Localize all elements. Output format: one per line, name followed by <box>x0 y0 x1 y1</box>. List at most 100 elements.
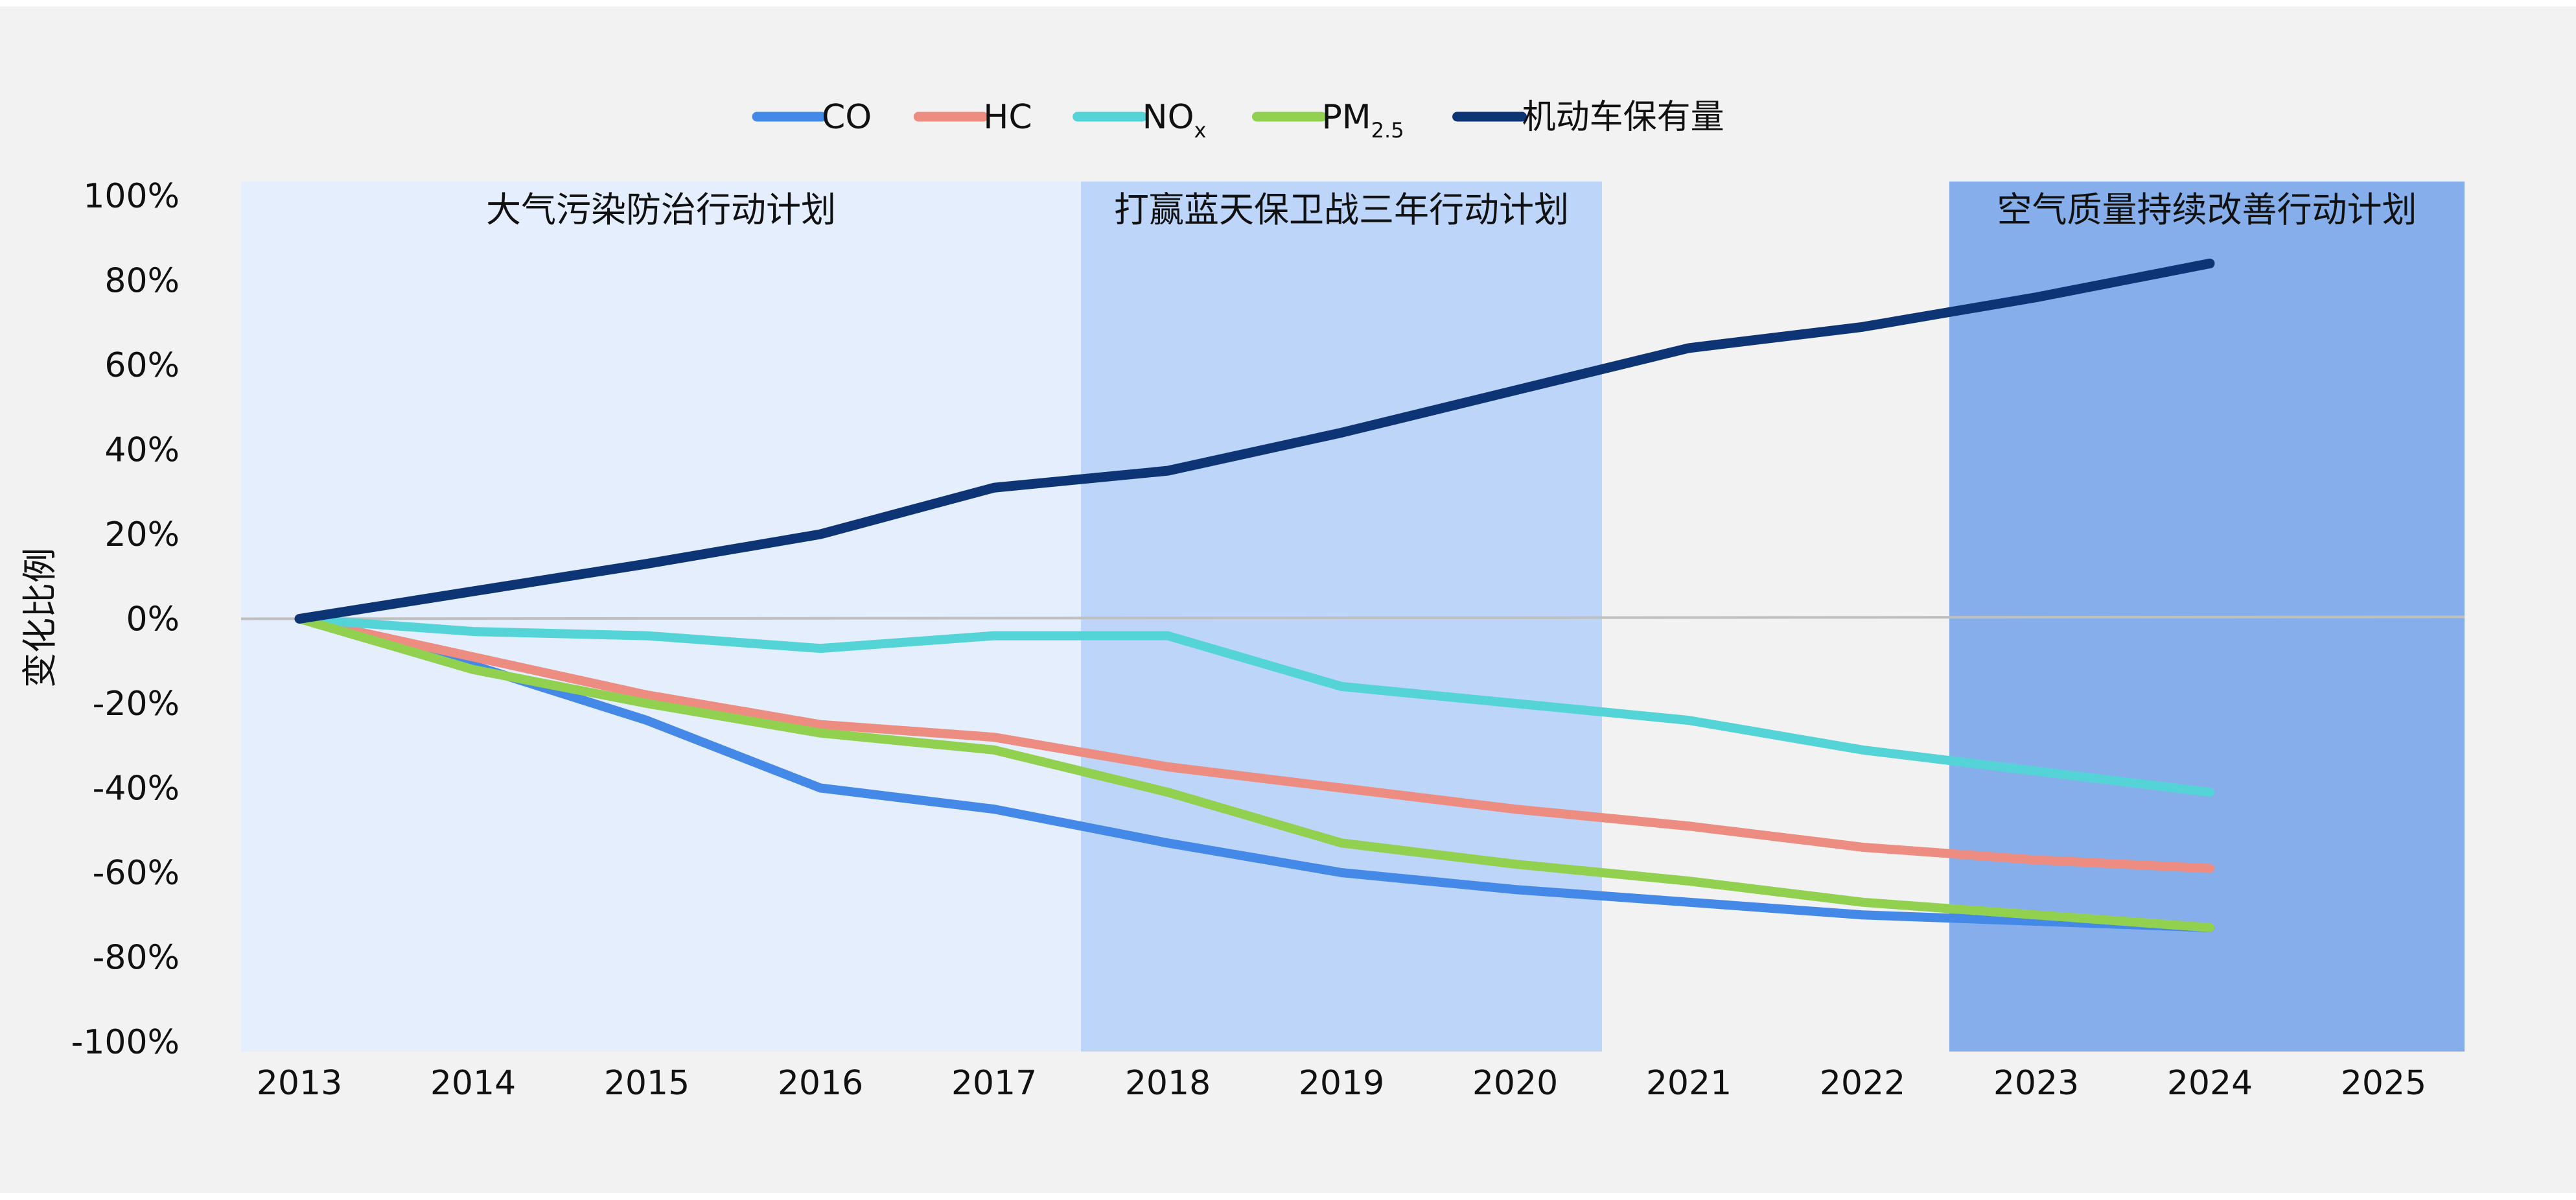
data-point-hc-2016 <box>817 721 824 728</box>
data-point-nox-2021 <box>1686 717 1692 724</box>
data-point-pm25-2018 <box>1165 789 1171 796</box>
data-point-hc-2023 <box>2033 856 2039 864</box>
data-point-nox-2015 <box>644 632 650 639</box>
series-line-hc <box>295 614 2214 873</box>
data-point-co-2021 <box>1686 899 1692 906</box>
legend-item-nox: NOx <box>1073 98 1207 143</box>
series-line-nox <box>295 614 2214 797</box>
data-point-vehicles-2016 <box>817 531 824 537</box>
legend-item-pm25: PM2.5 <box>1251 98 1404 143</box>
data-point-pm25-2016 <box>817 729 824 736</box>
legend-name-co: CO <box>822 98 872 137</box>
legend: CO HC NOx PM2.5 机动车保有量 <box>752 98 1724 143</box>
y-tick-label: -60% <box>93 854 180 893</box>
period-label-3: 空气质量持续改善行动计划 <box>1997 189 2417 230</box>
data-point-co-2023 <box>2033 918 2039 925</box>
series-line-pm25 <box>295 614 2214 932</box>
series-line-vehicles <box>294 258 2215 624</box>
x-tick-label: 2016 <box>778 1064 863 1103</box>
y-tick-label: -20% <box>93 685 180 724</box>
y-tick-label: -100% <box>71 1023 180 1062</box>
data-point-vehicles-2018 <box>1165 467 1171 475</box>
zero-baseline <box>240 615 2465 620</box>
legend-item-co: CO <box>752 98 872 137</box>
data-point-nox-2022 <box>1859 746 1866 753</box>
legend-name-pm25: PM <box>1321 98 1371 137</box>
data-point-vehicles-2024 <box>2207 260 2213 267</box>
data-point-pm25-2017 <box>991 746 997 753</box>
data-point-vehicles-2020 <box>1512 387 1518 394</box>
data-point-pm25-2023 <box>2033 912 2039 919</box>
data-point-nox-2017 <box>991 632 997 639</box>
data-point-co-2015 <box>644 717 650 724</box>
data-point-pm25-2019 <box>1338 840 1345 847</box>
data-point-vehicles-2014 <box>470 588 476 595</box>
data-point-hc-2024 <box>2207 865 2213 872</box>
legend-name-nox: NO <box>1143 98 1194 137</box>
data-point-hc-2018 <box>1165 763 1171 770</box>
legend-label-pm25: PM2.5 <box>1321 98 1404 143</box>
data-point-pm25-2024 <box>2207 924 2213 931</box>
series-line-co <box>295 614 2214 932</box>
data-point-co-2019 <box>1338 869 1345 876</box>
y-tick-label: -40% <box>93 770 180 808</box>
legend-name-vehicles: 机动车保有量 <box>1522 98 1724 137</box>
zero-line-layer <box>240 615 2465 620</box>
data-point-pm25-2014 <box>470 666 476 673</box>
legend-item-vehicles: 机动车保有量 <box>1452 98 1724 137</box>
legend-item-hc: HC <box>913 98 1032 137</box>
data-point-co-2022 <box>1859 912 1866 919</box>
legend-label-nox: NOx <box>1143 98 1207 143</box>
data-point-co-2018 <box>1165 840 1171 847</box>
data-point-hc-2014 <box>470 653 476 661</box>
y-tick-label: -80% <box>93 939 180 978</box>
data-point-vehicles-2013 <box>296 615 303 622</box>
x-tick-label: 2015 <box>604 1064 690 1103</box>
legend-subscript-nox: x <box>1194 118 1207 143</box>
x-tick-label: 2021 <box>1646 1064 1732 1103</box>
data-point-co-2016 <box>817 784 824 792</box>
x-tick-label: 2019 <box>1299 1064 1384 1103</box>
data-point-nox-2014 <box>470 628 476 635</box>
x-tick-label: 2025 <box>2341 1064 2426 1103</box>
data-point-nox-2016 <box>817 645 824 652</box>
x-tick-label: 2017 <box>951 1064 1037 1103</box>
data-point-nox-2023 <box>2033 768 2039 775</box>
data-point-co-2020 <box>1512 886 1518 893</box>
legend-subscript-pm25: 2.5 <box>1371 118 1404 143</box>
x-tick-label: 2013 <box>257 1064 342 1103</box>
x-tick-label: 2022 <box>1820 1064 1905 1103</box>
y-tick-label: 60% <box>104 346 180 385</box>
data-point-pm25-2022 <box>1859 899 1866 906</box>
x-tick-label: 2024 <box>2167 1064 2253 1103</box>
y-axis-title: 变化比例 <box>19 548 60 688</box>
legend-label-vehicles: 机动车保有量 <box>1522 98 1724 137</box>
data-point-vehicles-2022 <box>1859 324 1866 331</box>
y-tick-label: 100% <box>83 177 180 216</box>
y-tick-label: 40% <box>104 431 180 470</box>
data-point-hc-2017 <box>991 734 997 741</box>
x-tick-label: 2018 <box>1125 1064 1211 1103</box>
y-tick-label: 20% <box>104 515 180 554</box>
x-axis: 2013 2014 2015 2016 2017 2018 2019 2020 2021 2022… <box>257 1064 2426 1103</box>
legend-label-hc: HC <box>983 98 1032 137</box>
x-tick-label: 2020 <box>1472 1064 1558 1103</box>
y-tick-label: 80% <box>104 262 180 301</box>
data-point-pm25-2020 <box>1512 860 1518 867</box>
data-point-pm25-2021 <box>1686 878 1692 885</box>
period-label-1: 大气污染防治行动计划 <box>486 189 836 230</box>
y-tick-label: 0% <box>126 600 180 639</box>
data-point-vehicles-2017 <box>991 484 997 491</box>
period-label-2: 打赢蓝天保卫战三年行动计划 <box>1114 189 1569 230</box>
data-point-hc-2020 <box>1512 806 1518 813</box>
data-point-vehicles-2019 <box>1338 429 1345 436</box>
data-point-nox-2018 <box>1165 632 1171 639</box>
data-point-vehicles-2023 <box>2033 294 2039 301</box>
legend-label-co: CO <box>822 98 872 137</box>
data-point-vehicles-2015 <box>644 560 650 567</box>
x-tick-label: 2014 <box>430 1064 516 1103</box>
data-point-nox-2019 <box>1338 683 1345 690</box>
data-point-nox-2024 <box>2207 789 2213 796</box>
